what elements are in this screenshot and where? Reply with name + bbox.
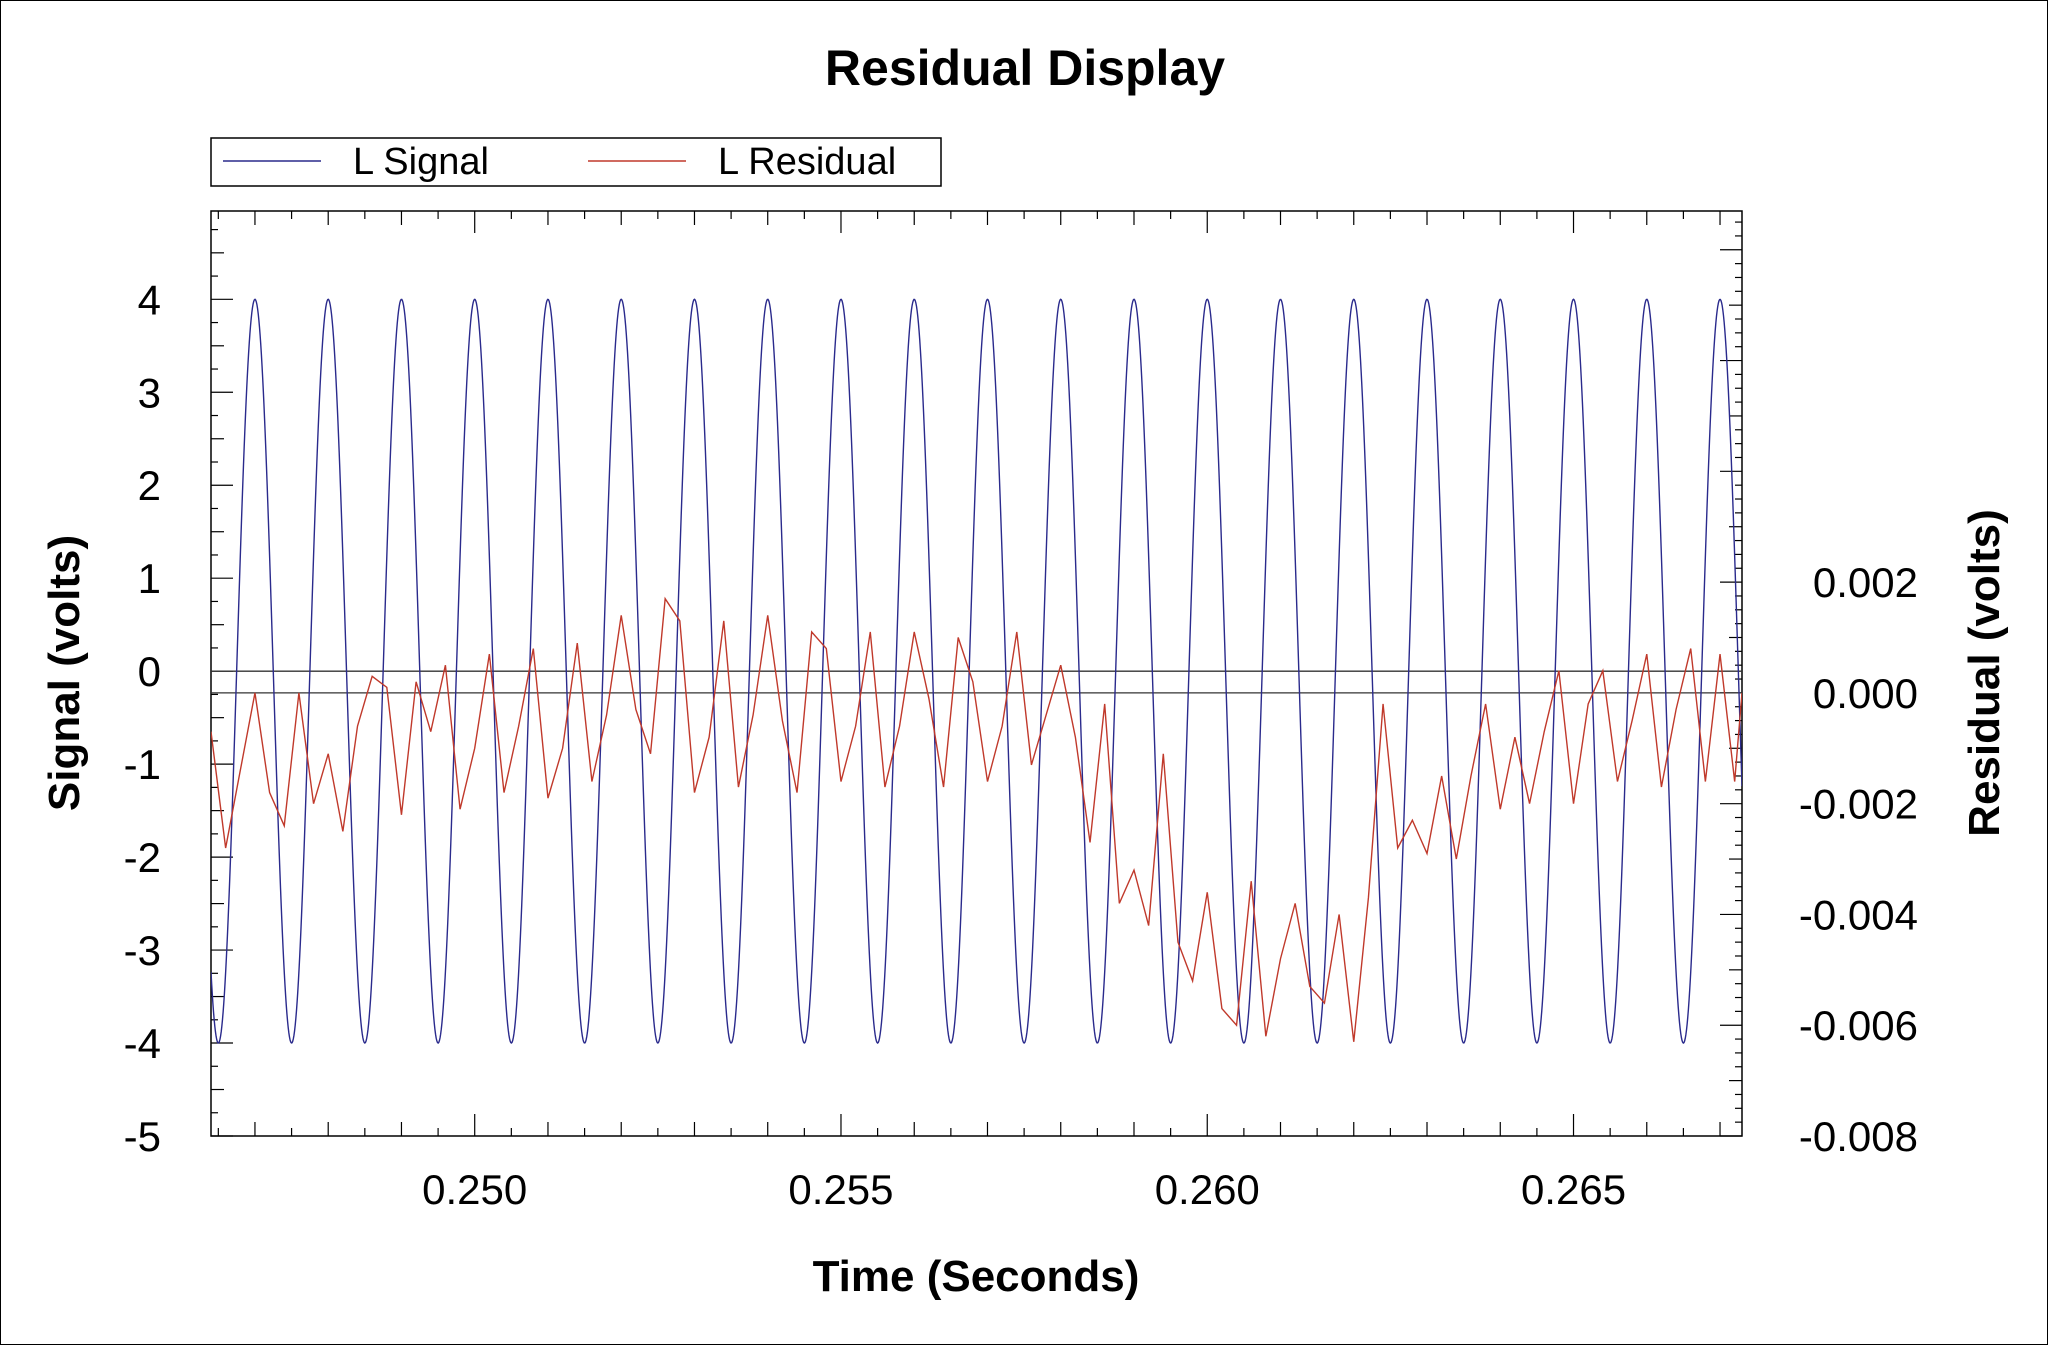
- y2-tick-label: 0.000: [1813, 670, 1918, 717]
- y-tick-label: -1: [124, 741, 161, 788]
- y2-tick-label: -0.004: [1799, 891, 1918, 938]
- y2-tick-label: -0.008: [1799, 1113, 1918, 1160]
- legend-box: [210, 137, 942, 187]
- y-tick-label: 1: [138, 555, 161, 602]
- chart-title: Residual Display: [825, 40, 1225, 96]
- y-tick-label: -3: [124, 927, 161, 974]
- series-line-l-signal: [211, 298, 1742, 1044]
- plot-series: [211, 298, 1742, 1044]
- y2-axis-label: Residual (volts): [1960, 509, 2009, 837]
- y-tick-label: -2: [124, 834, 161, 881]
- y-axis-label: Signal (volts): [40, 535, 89, 811]
- legend-label-l-residual: L Residual: [718, 141, 896, 183]
- y2-tick-label: 0.002: [1813, 559, 1918, 606]
- x-tick-label: 0.260: [1155, 1166, 1260, 1213]
- y2-tick-label: -0.006: [1799, 1002, 1918, 1049]
- tick-labels: 0.250 0.255 0.260 0.265 -5 -4 -3 -2 -1 0 1 2 3 4 -0.00…: [124, 276, 1918, 1213]
- x-tick-label: 0.255: [788, 1166, 893, 1213]
- y-tick-label: -4: [124, 1020, 161, 1067]
- reference-lines: [211, 670, 1742, 694]
- x-tick-label: 0.250: [422, 1166, 527, 1213]
- axis-ticks: [211, 211, 1742, 1137]
- legend: L Signal L Residual: [210, 137, 942, 187]
- y2-tick-label: -0.002: [1799, 781, 1918, 828]
- legend-label-l-signal: L Signal: [353, 141, 489, 183]
- y-tick-label: 4: [138, 276, 161, 323]
- y-tick-label: 2: [138, 462, 161, 509]
- y-tick-label: -5: [124, 1113, 161, 1160]
- plot-area: [210, 210, 1743, 1137]
- series-line-l-residual: [211, 596, 1742, 1042]
- y-tick-label: 3: [138, 369, 161, 416]
- x-axis-label: Time (Seconds): [813, 1252, 1140, 1301]
- y-tick-label: 0: [138, 648, 161, 695]
- x-tick-label: 0.265: [1521, 1166, 1626, 1213]
